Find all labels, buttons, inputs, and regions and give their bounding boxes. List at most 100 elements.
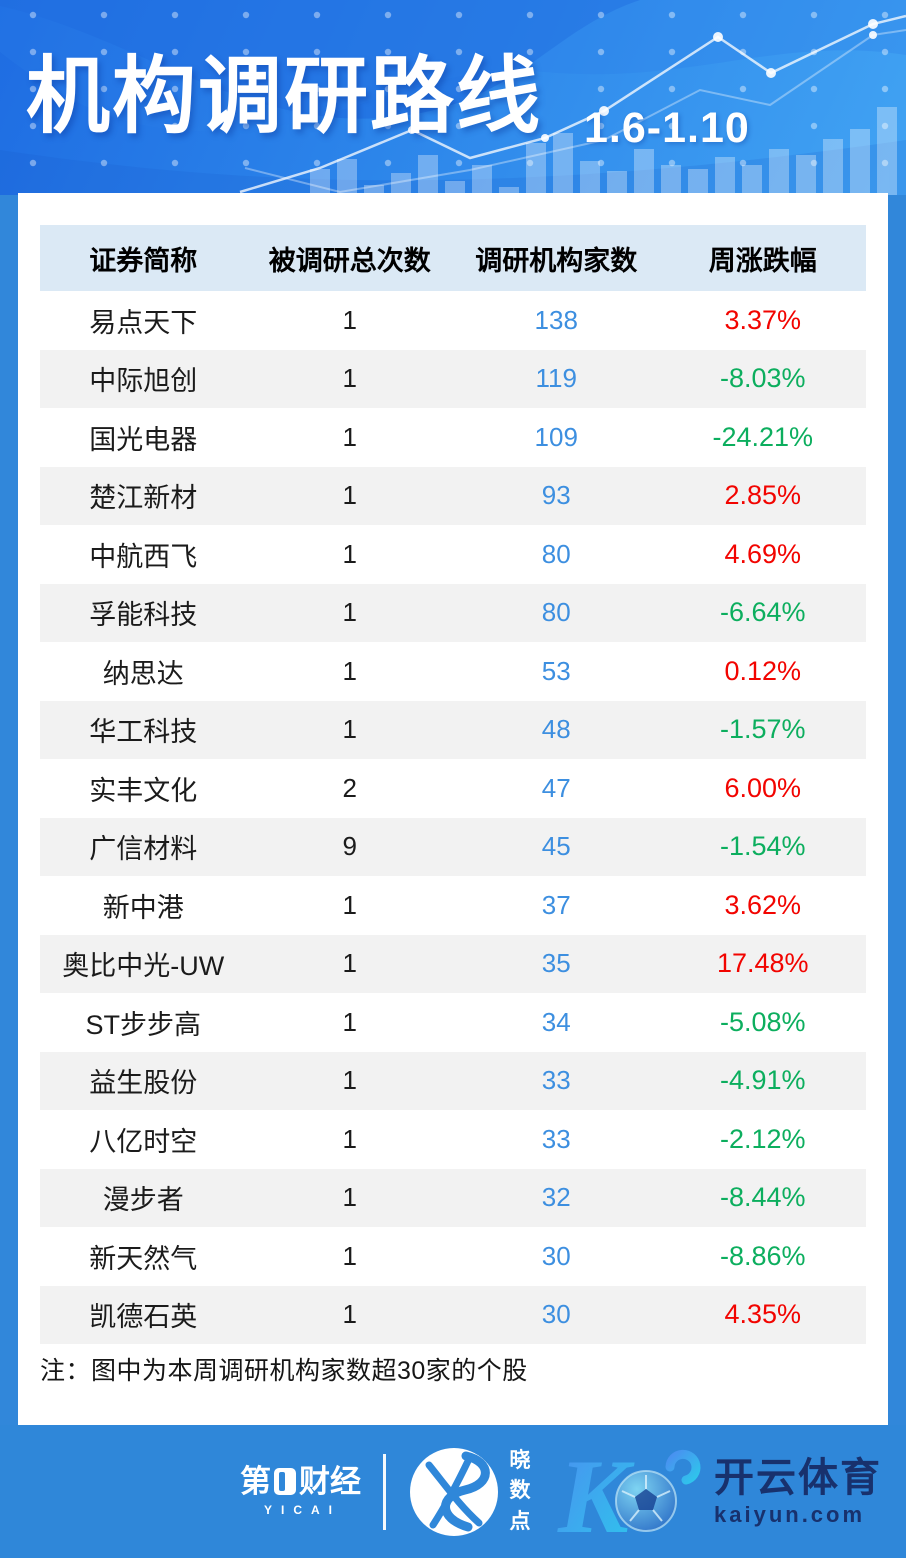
header-banner: 机构调研路线 1.6-1.10 [0,0,906,195]
institution-count: 138 [534,304,578,335]
yicai-one-icon [274,1468,296,1495]
weekly-change: 3.62% [724,889,802,920]
survey-times: 1 [342,538,357,569]
table-row: 中航西飞 1 80 4.69% [40,525,866,584]
table-row: 孚能科技 1 80 -6.64% [40,583,866,642]
survey-times: 1 [342,1182,357,1213]
table-row: 八亿时空 1 33 -2.12% [40,1110,866,1169]
survey-times: 1 [342,1065,357,1096]
institution-count: 34 [541,1006,571,1037]
weekly-change: -2.12% [719,1123,806,1154]
table-row: 纳思达 1 53 0.12% [40,642,866,701]
yicai-logo: 第 财经 YICAI [240,1466,361,1517]
stock-name: 孚能科技 [89,600,198,631]
footnote: 注：图中为本周调研机构家数超30家的个股 [40,1357,528,1385]
footer-divider [383,1453,386,1530]
page-title: 机构调研路线 [26,49,543,143]
weekly-change: 4.35% [724,1299,802,1330]
survey-times: 1 [342,363,357,394]
stock-name: 新天然气 [89,1243,198,1274]
stock-name: 楚江新材 [89,483,198,514]
kaiyun-cn-wordmark: 开云体育 [714,1455,882,1500]
stock-name: 新中港 [102,892,184,923]
survey-times: 2 [342,772,357,803]
stock-name: 奥比中光-UW [62,951,225,982]
survey-times: 1 [342,304,357,335]
weekly-change: 0.12% [724,655,802,686]
stock-name: 纳思达 [102,658,184,689]
survey-times: 1 [342,948,357,979]
table-row: ST步步高 1 34 -5.08% [40,993,866,1052]
survey-times: 1 [342,1240,357,1271]
yicai-en-wordmark: YICAI [263,1503,341,1517]
survey-times: 1 [342,1006,357,1037]
stock-name: 中际旭创 [89,366,198,397]
weekly-change: -8.44% [719,1182,806,1213]
survey-times: 1 [342,1123,357,1154]
table-header-row: 证券简称 被调研总次数 调研机构家数 周涨跌幅 [40,225,866,291]
weekly-change: -8.86% [719,1240,806,1271]
survey-times: 1 [342,889,357,920]
stock-name: 漫步者 [102,1185,184,1216]
stock-name: 易点天下 [89,307,198,338]
yicai-cn-suffix: 财经 [299,1464,361,1499]
institution-count: 30 [541,1240,571,1271]
footer-bar: 第 财经 YICAI 晓数点 [0,1425,906,1558]
header-decoration-chart [0,0,906,195]
table-row: 漫步者 1 32 -8.44% [40,1168,866,1227]
yicai-cn-prefix: 第 [240,1464,271,1499]
institution-count: 30 [541,1299,571,1330]
kaiyun-k-ball-icon: K [557,1438,701,1547]
survey-times: 9 [342,831,357,862]
institution-count: 47 [541,772,571,803]
institution-count: 45 [541,831,571,862]
survey-times: 1 [342,480,357,511]
table-row: 奥比中光-UW 1 35 17.48% [40,934,866,993]
table-row: 易点天下 1 138 3.37% [40,291,866,350]
survey-times: 1 [342,1299,357,1330]
institution-count: 48 [541,714,571,745]
table-row: 中际旭创 1 119 -8.03% [40,349,866,408]
weekly-change: -1.57% [719,714,806,745]
table-row: 楚江新材 1 93 2.85% [40,466,866,525]
stock-name: 中航西飞 [89,541,198,572]
column-header-stock-name: 证券简称 [89,245,198,276]
table-row: 新天然气 1 30 -8.86% [40,1227,866,1286]
institution-count: 109 [534,421,578,452]
xs-circle-icon [410,1447,498,1536]
table-row: 凯德石英 1 30 4.35% [40,1285,866,1344]
institution-count: 35 [541,948,571,979]
survey-times: 1 [342,714,357,745]
table-row: 益生股份 1 33 -4.91% [40,1051,866,1110]
weekly-change: -1.54% [719,831,806,862]
stock-name: ST步步高 [85,1009,201,1040]
weekly-change: 6.00% [724,772,802,803]
survey-times: 1 [342,597,357,628]
table-body: 易点天下 1 138 3.37% 中际旭创 1 119 -8.03% 国光电器 … [40,291,866,1344]
date-range: 1.6-1.10 [584,104,750,152]
yicai-cn-wordmark: 第 财经 [240,1466,361,1497]
column-header-weekly-change: 周涨跌幅 [708,245,817,276]
institution-count: 37 [541,889,571,920]
institution-count: 32 [541,1182,571,1213]
institution-count: 119 [535,363,577,394]
column-header-survey-times: 被调研总次数 [268,245,431,276]
institution-count: 80 [541,538,571,569]
table-row: 国光电器 1 109 -24.21% [40,408,866,467]
stock-name: 八亿时空 [89,1126,198,1157]
xiaoshudian-logo: 晓数点 [408,1446,532,1538]
table-row: 新中港 1 37 3.62% [40,876,866,935]
institution-count: 80 [541,597,571,628]
kaiyun-wordmark: 开云体育 kaiyun.com [714,1456,882,1528]
institution-count: 53 [541,655,571,686]
survey-times: 1 [342,655,357,686]
stock-name: 凯德石英 [89,1302,198,1333]
content-card: 证券简称 被调研总次数 调研机构家数 周涨跌幅 易点天下 1 138 3.37%… [18,193,888,1425]
stock-name: 华工科技 [89,717,198,748]
column-header-institutions: 调研机构家数 [475,245,638,276]
research-table: 证券简称 被调研总次数 调研机构家数 周涨跌幅 易点天下 1 138 3.37%… [40,225,866,1344]
weekly-change: -24.21% [712,421,814,452]
institution-count: 33 [541,1123,571,1154]
table-row: 华工科技 1 48 -1.57% [40,700,866,759]
